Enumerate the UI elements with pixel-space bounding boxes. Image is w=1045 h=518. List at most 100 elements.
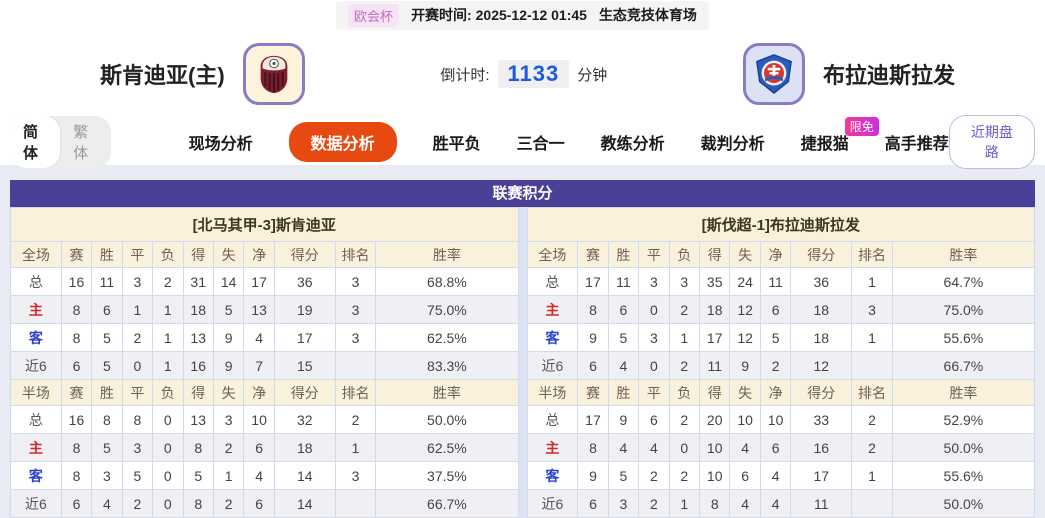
stat-cell: 1 xyxy=(152,323,184,352)
stats-row: 总 16 8 8 0 13 3 10 32 2 50.0% xyxy=(10,405,519,434)
stat-cell: 9 xyxy=(577,461,609,490)
nav-tab-5[interactable]: 裁判分析 xyxy=(700,135,765,153)
stat-cell: 1 xyxy=(121,295,154,324)
stat-cell: 1 xyxy=(334,433,377,462)
stat-cell: 14 xyxy=(273,461,336,490)
column-header: 失 xyxy=(212,241,245,268)
stat-cell: 32 xyxy=(273,405,336,434)
stat-cell: 3 xyxy=(334,295,377,324)
stat-cell: 4 xyxy=(759,489,792,518)
column-header: 失 xyxy=(729,241,761,268)
stat-cell: 9 xyxy=(729,351,761,380)
row-label: 客 xyxy=(526,461,579,490)
stat-cell: 2 xyxy=(212,433,245,462)
stat-cell: 16 xyxy=(790,433,853,462)
away-team-name: 布拉迪斯拉发 xyxy=(822,63,955,88)
column-header: 得 xyxy=(698,241,731,268)
column-header: 排名 xyxy=(851,379,893,406)
stat-cell xyxy=(334,489,377,518)
column-header: 胜 xyxy=(91,241,123,268)
stat-cell: 3 xyxy=(91,461,123,490)
stat-cell: 55.6% xyxy=(891,461,1036,490)
home-team-name: 斯肯迪亚(主) xyxy=(100,63,225,88)
stats-row: 近6 6 5 0 1 16 9 7 15 83.3% xyxy=(10,351,519,380)
recent-trend-button[interactable]: 近期盘路 xyxy=(948,114,1035,169)
stat-cell: 83.3% xyxy=(375,351,519,380)
stat-cell: 11 xyxy=(607,267,640,296)
column-header: 半场 xyxy=(526,379,579,406)
stat-cell: 2 xyxy=(668,351,701,380)
column-header: 得 xyxy=(182,241,214,268)
stat-cell: 8 xyxy=(577,295,609,324)
column-header: 全场 xyxy=(526,241,579,268)
column-header: 负 xyxy=(152,379,184,406)
stat-cell: 2 xyxy=(212,489,245,518)
column-header: 赛 xyxy=(577,379,609,406)
nav-tab-1[interactable]: 数据分析 xyxy=(288,121,397,162)
lang-traditional[interactable]: 繁体 xyxy=(73,123,89,162)
stat-cell: 37.5% xyxy=(375,461,519,490)
stat-cell: 18 xyxy=(790,323,853,352)
column-header: 排名 xyxy=(334,241,377,268)
stat-cell: 11 xyxy=(91,267,123,296)
countdown-label: 倒计时: xyxy=(440,66,490,84)
nav-tab-0[interactable]: 现场分析 xyxy=(188,135,253,153)
stat-cell: 3 xyxy=(121,267,154,296)
column-header: 失 xyxy=(212,379,245,406)
stat-cell: 2 xyxy=(668,295,701,324)
team-section-header: [斯伐超-1]布拉迪斯拉发 xyxy=(526,207,1035,242)
stat-cell: 64.7% xyxy=(891,267,1036,296)
stat-cell: 2 xyxy=(334,405,377,434)
team-section-header: [北马其甲-3]斯肯迪亚 xyxy=(10,207,519,242)
stat-cell: 0 xyxy=(638,295,670,324)
stat-cell: 1 xyxy=(668,489,701,518)
stat-cell: 6 xyxy=(60,351,93,380)
row-label: 总 xyxy=(526,405,579,434)
stat-cell: 0 xyxy=(152,461,184,490)
stat-cell: 2 xyxy=(851,433,893,462)
stat-cell: 3 xyxy=(638,323,670,352)
stat-cell: 7 xyxy=(243,351,275,380)
stat-cell: 14 xyxy=(212,267,245,296)
stat-cell: 75.0% xyxy=(375,295,519,324)
kickoff-label: 开赛时间: xyxy=(411,7,472,23)
lang-simplified[interactable]: 简体 xyxy=(10,115,61,168)
nav-tab-2[interactable]: 胜平负 xyxy=(432,135,481,153)
stat-cell: 13 xyxy=(182,323,214,352)
stat-cell: 0 xyxy=(152,489,184,518)
column-header: 赛 xyxy=(60,241,93,268)
column-header: 胜 xyxy=(607,241,640,268)
stat-cell: 50.0% xyxy=(891,433,1036,462)
stats-row: 近6 6 4 2 0 8 2 6 14 66.7% xyxy=(10,489,519,518)
stat-cell: 5 xyxy=(759,323,792,352)
stat-cell: 9 xyxy=(212,323,245,352)
stat-cell: 6 xyxy=(577,489,609,518)
stat-cell: 8 xyxy=(698,489,731,518)
stat-cell: 33 xyxy=(790,405,853,434)
match-info-bar: 欧会杯 开赛时间: 2025-12-12 01:45 生态竞技体育场 xyxy=(0,0,1045,30)
stats-row: 总 17 11 3 3 35 24 11 36 1 64.7% xyxy=(526,267,1036,296)
nav-tab-6[interactable]: 捷报猫 限免 xyxy=(801,116,879,154)
stat-cell: 4 xyxy=(607,433,640,462)
column-header: 负 xyxy=(668,379,701,406)
stat-cell: 9 xyxy=(212,351,245,380)
column-header: 胜 xyxy=(607,379,640,406)
stat-cell: 2 xyxy=(668,461,701,490)
stat-cell xyxy=(334,351,377,380)
column-header-row: 半场赛胜平负得失净得分 排名 胜率 xyxy=(526,379,1036,406)
nav-tab-4[interactable]: 教练分析 xyxy=(600,135,665,153)
stat-cell: 4 xyxy=(607,351,640,380)
stat-cell: 9 xyxy=(577,323,609,352)
stat-cell: 2 xyxy=(152,267,184,296)
nav-tab-3[interactable]: 三合一 xyxy=(516,135,565,153)
stat-cell: 8 xyxy=(60,461,93,490)
stat-cell: 3 xyxy=(334,323,377,352)
stat-cell: 5 xyxy=(91,433,123,462)
stat-cell: 9 xyxy=(607,405,640,434)
nav-tab-7[interactable]: 高手推荐 xyxy=(884,135,949,153)
row-label: 总 xyxy=(10,405,62,434)
stat-cell: 1 xyxy=(851,461,893,490)
column-header: 得分 xyxy=(273,379,336,406)
league-badge[interactable]: 欧会杯 xyxy=(348,3,400,27)
column-header: 胜率 xyxy=(375,241,519,268)
